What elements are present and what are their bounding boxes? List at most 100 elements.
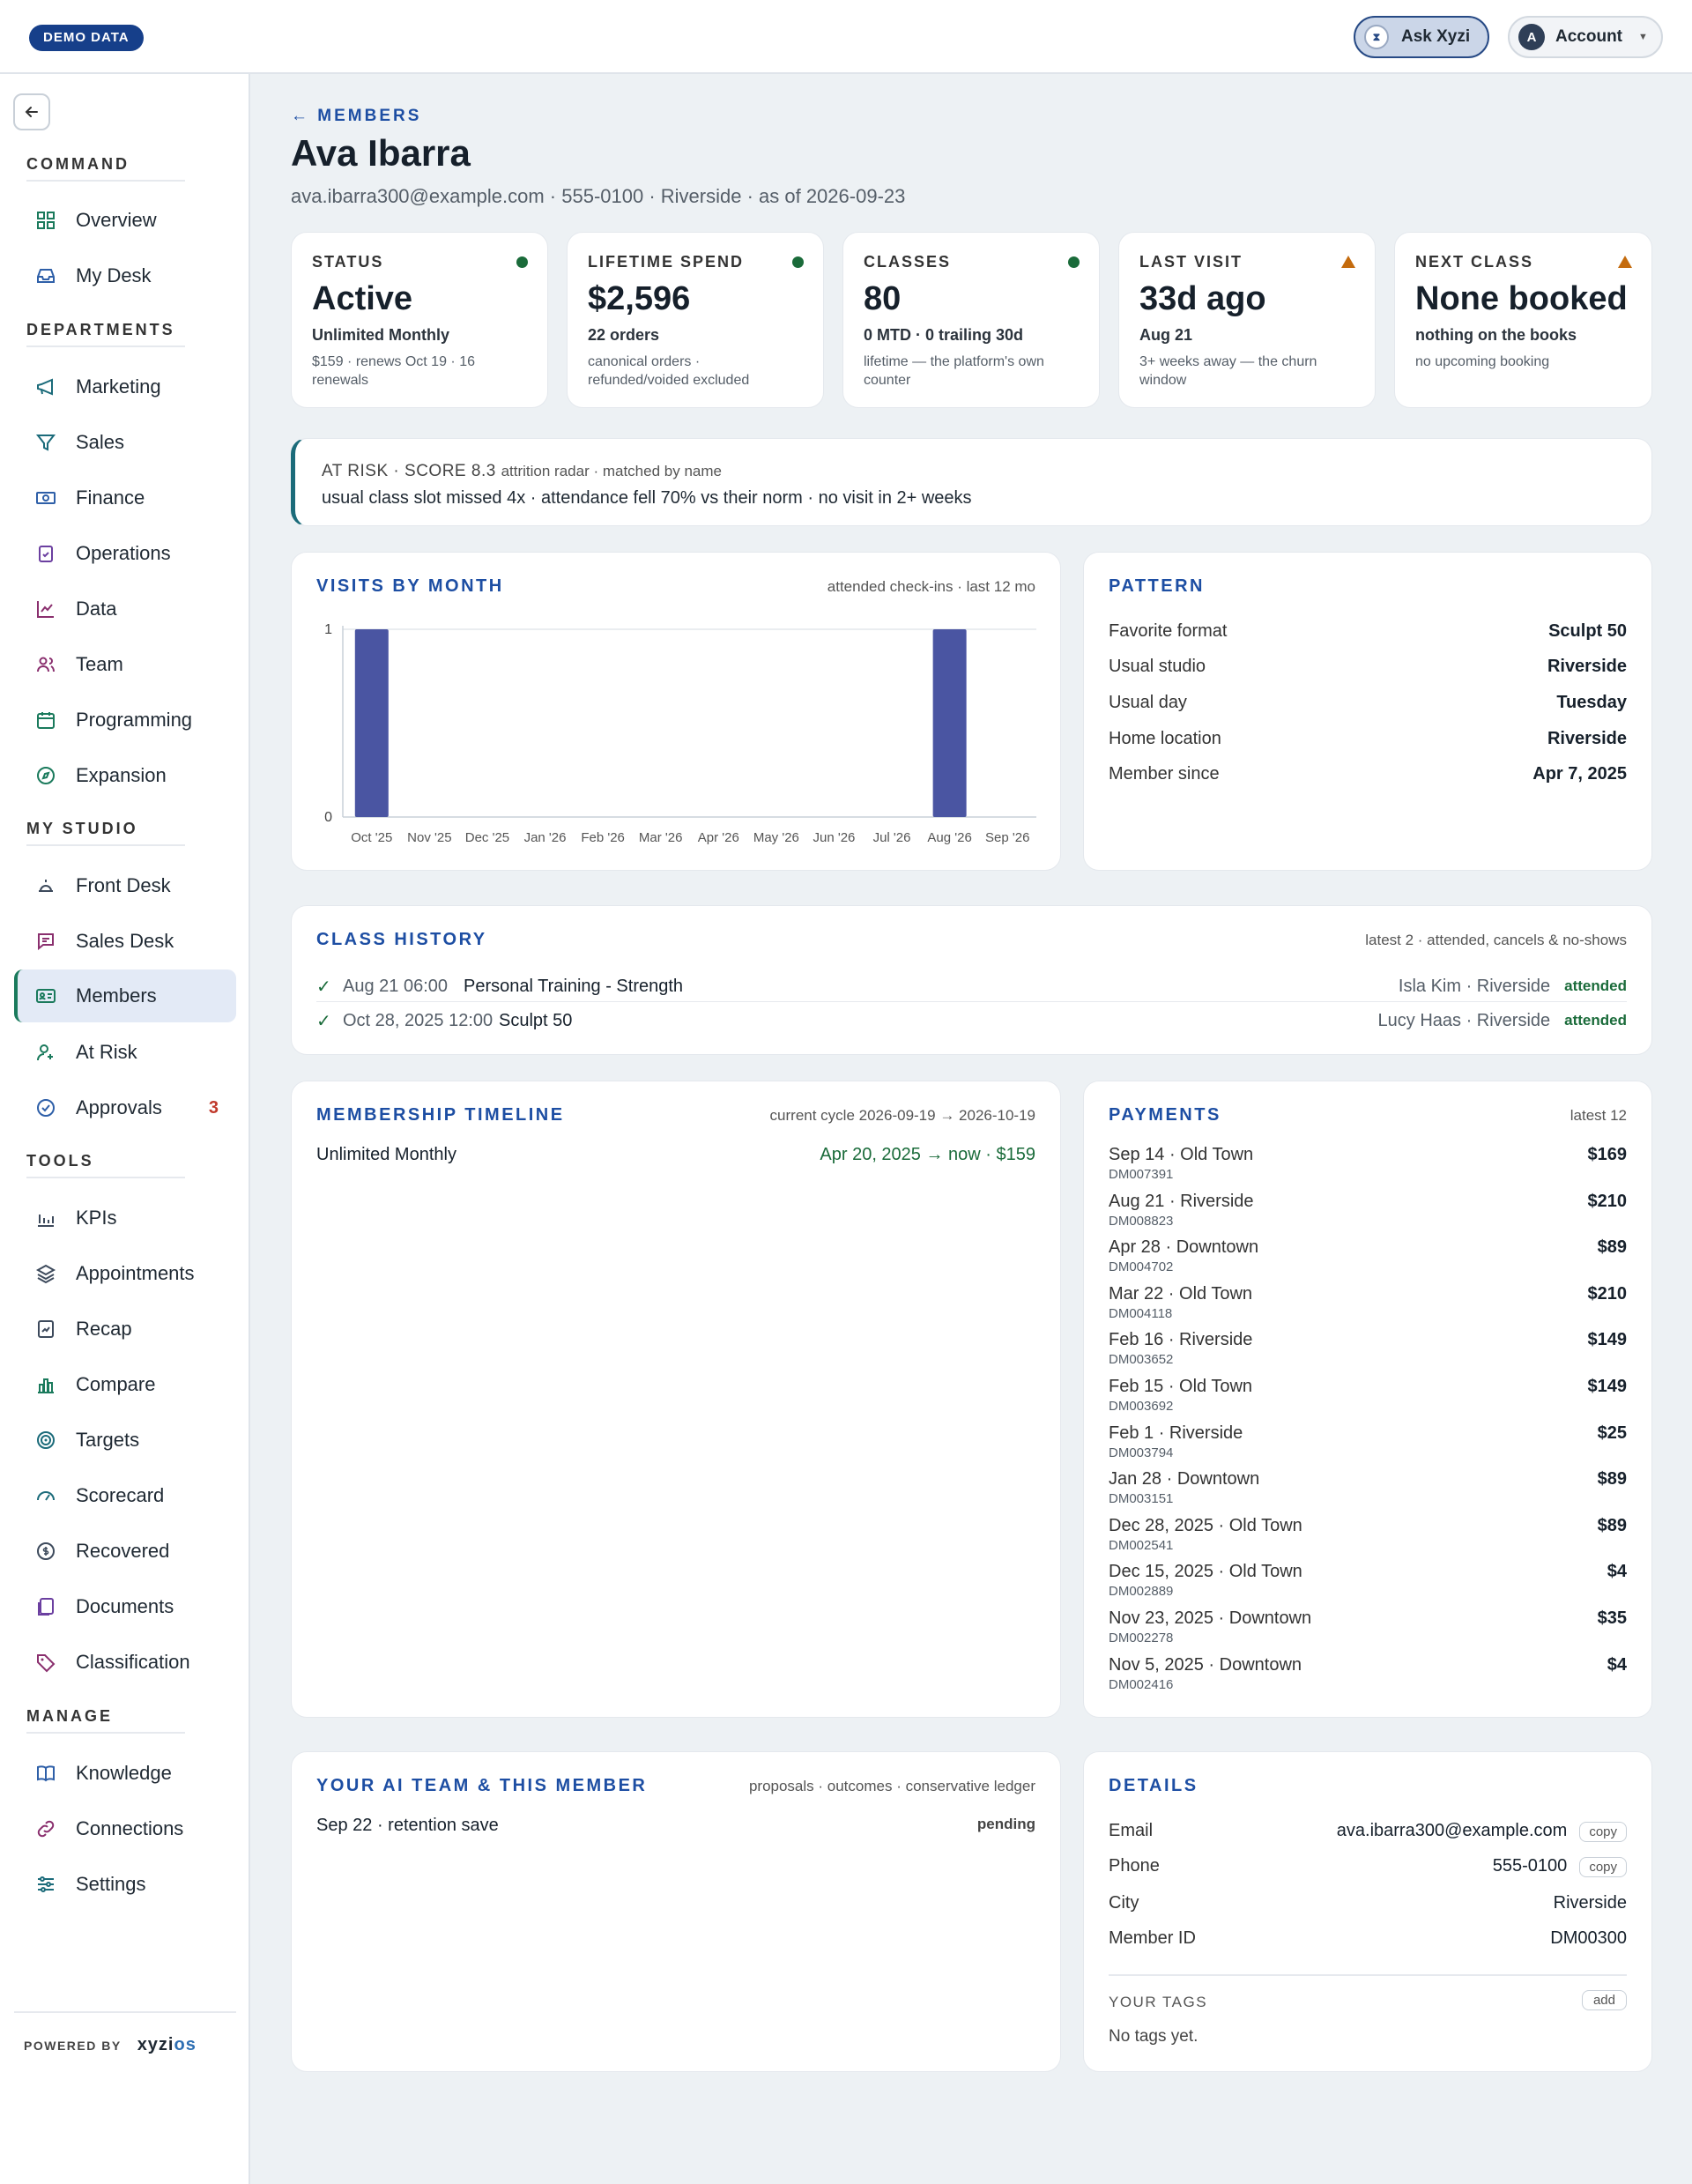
sidebar-item-expansion[interactable]: Expansion xyxy=(14,749,236,802)
visits-by-month-card: VISITS BY MONTH attended check-ins · las… xyxy=(291,552,1061,871)
sidebar-item-sales-desk[interactable]: Sales Desk xyxy=(14,915,236,968)
payment-row[interactable]: Feb 1 · Riverside $25 DM003794 xyxy=(1109,1423,1627,1460)
bell-desk-icon xyxy=(35,875,56,896)
top-bar: DEMO DATA ⧗ Ask Xyzi A Account ▼ xyxy=(0,0,1692,74)
sidebar-item-team[interactable]: Team xyxy=(14,638,236,691)
phone-value: 555-0100 xyxy=(1492,1856,1568,1876)
payment-line: Nov 23, 2025 · Downtown $35 xyxy=(1109,1608,1627,1629)
sidebar-item-compare[interactable]: Compare xyxy=(14,1358,236,1411)
payment-row[interactable]: Feb 16 · Riverside $149 DM003652 xyxy=(1109,1330,1627,1367)
risk-headline-line: AT RISK · SCORE 8.3 attrition radar · ma… xyxy=(322,462,722,481)
payment-amount: $89 xyxy=(1597,1515,1627,1535)
payment-row[interactable]: Nov 23, 2025 · Downtown $35 DM002278 xyxy=(1109,1608,1627,1645)
table-row[interactable]: ✓ Oct 28, 2025 12:00 Sculpt 50 Lucy Haas… xyxy=(316,1004,1627,1037)
copy-email-button[interactable]: copy xyxy=(1579,1822,1627,1842)
sidebar-item-at-risk[interactable]: At Risk xyxy=(14,1026,236,1079)
sidebar-item-data[interactable]: Data xyxy=(14,583,236,635)
account-label: Account xyxy=(1555,27,1622,46)
ask-xyzi-label: Ask Xyzi xyxy=(1401,27,1471,46)
ai-proposal-row[interactable]: Sep 22 · retention save pending xyxy=(316,1816,1035,1836)
sidebar-item-approvals[interactable]: Approvals 3 xyxy=(14,1081,236,1134)
sidebar-item-classification[interactable]: Classification xyxy=(14,1636,236,1689)
membership-timeline-card: MEMBERSHIP TIMELINE current cycle 2026-0… xyxy=(291,1081,1061,1718)
sidebar-item-kpis[interactable]: KPIs xyxy=(14,1192,236,1244)
sidebar-item-knowledge[interactable]: Knowledge xyxy=(14,1747,236,1800)
grid-icon xyxy=(35,210,56,231)
payment-row[interactable]: Nov 5, 2025 · Downtown $4 DM002416 xyxy=(1109,1655,1627,1692)
sidebar-item-label: Members xyxy=(76,984,157,1007)
check-icon: ✓ xyxy=(316,1011,331,1031)
sidebar-item-label: Marketing xyxy=(76,375,161,397)
account-menu-button[interactable]: A Account ▼ xyxy=(1508,16,1663,58)
section-meta: attended check-ins · last 12 mo xyxy=(827,578,1035,595)
pattern-card: PATTERN Favorite format Sculpt 50 Usual s… xyxy=(1083,552,1652,871)
nav-group-tools: TOOLS xyxy=(26,1152,94,1170)
payment-row[interactable]: Mar 22 · Old Town $210 DM004118 xyxy=(1109,1284,1627,1321)
section-meta: latest 2 · attended, cancels & no-shows xyxy=(1365,932,1627,948)
sidebar-item-overview[interactable]: Overview xyxy=(14,194,236,247)
sidebar-item-front-desk[interactable]: Front Desk xyxy=(14,859,236,912)
sidebar-item-programming[interactable]: Programming xyxy=(14,694,236,747)
payment-row[interactable]: Dec 15, 2025 · Old Town $4 DM002889 xyxy=(1109,1562,1627,1599)
pattern-row: Usual studio Riverside xyxy=(1109,657,1627,677)
sidebar-item-scorecard[interactable]: Scorecard xyxy=(14,1469,236,1522)
add-tag-button[interactable]: add xyxy=(1581,1990,1627,2010)
payment-desc: Mar 22 · Old Town xyxy=(1109,1283,1253,1304)
gauge-icon xyxy=(35,1485,56,1506)
divider xyxy=(26,844,185,846)
sidebar-item-recovered[interactable]: Recovered xyxy=(14,1525,236,1578)
sidebar-item-label: Targets xyxy=(76,1429,140,1451)
sidebar-item-recap[interactable]: Recap xyxy=(14,1303,236,1356)
check-circle-icon xyxy=(35,1097,56,1118)
sidebar-item-members[interactable]: Members xyxy=(14,969,236,1022)
payment-line: Dec 28, 2025 · Old Town $89 xyxy=(1109,1516,1627,1536)
payment-row[interactable]: Aug 21 · Riverside $210 DM008823 xyxy=(1109,1192,1627,1229)
pattern-value: Apr 7, 2025 xyxy=(1532,764,1627,784)
powered-by-label: POWERED BY xyxy=(24,2038,122,2053)
kpi-card-lifetime-spend: LIFETIME SPEND $2,596 22 orders canonica… xyxy=(567,232,824,408)
sidebar-item-finance[interactable]: Finance xyxy=(14,472,236,524)
sidebar-item-documents[interactable]: Documents xyxy=(14,1580,236,1633)
class-name: Personal Training - Strength xyxy=(464,976,684,996)
kpi-card-status: STATUS Active Unlimited Monthly $159 · r… xyxy=(291,232,548,408)
timeline-range: Apr 20, 2025 → now · $159 xyxy=(820,1145,1035,1164)
bar-chart-icon xyxy=(35,1207,56,1229)
payment-row[interactable]: Dec 28, 2025 · Old Town $89 DM002541 xyxy=(1109,1516,1627,1553)
kpi-value: 80 xyxy=(864,280,902,317)
class-time: Oct 28, 2025 12:00 xyxy=(343,1010,494,1030)
sidebar-item-operations[interactable]: Operations xyxy=(14,527,236,580)
detail-value-phone: 555-0100 copy xyxy=(1493,1856,1627,1877)
copy-phone-button[interactable]: copy xyxy=(1579,1857,1627,1877)
sidebar-item-marketing[interactable]: Marketing xyxy=(14,360,236,413)
sidebar-item-my-desk[interactable]: My Desk xyxy=(14,249,236,302)
payment-line: Aug 21 · Riverside $210 xyxy=(1109,1192,1627,1212)
dollar-refresh-icon xyxy=(35,1541,56,1562)
kpi-value: 33d ago xyxy=(1139,280,1266,317)
payment-desc: Dec 28, 2025 · Old Town xyxy=(1109,1515,1302,1535)
section-meta: latest 12 xyxy=(1570,1107,1627,1124)
status-ok-indicator xyxy=(516,256,528,268)
nav-group-manage: MANAGE xyxy=(26,1707,113,1725)
sidebar-item-settings[interactable]: Settings xyxy=(14,1858,236,1911)
payment-row[interactable]: Sep 14 · Old Town $169 DM007391 xyxy=(1109,1145,1627,1182)
table-row[interactable]: ✓ Aug 21 06:00 Personal Training - Stren… xyxy=(316,969,1627,1003)
payment-row[interactable]: Apr 28 · Downtown $89 DM004702 xyxy=(1109,1237,1627,1274)
payment-amount: $89 xyxy=(1597,1237,1627,1258)
ask-xyzi-button[interactable]: ⧗ Ask Xyzi xyxy=(1354,16,1489,58)
arrow-left-icon xyxy=(25,107,38,117)
payment-line: Sep 14 · Old Town $169 xyxy=(1109,1145,1627,1165)
chart-bar xyxy=(932,629,967,817)
collapse-sidebar-button[interactable] xyxy=(13,93,50,130)
payment-row[interactable]: Jan 28 · Downtown $89 DM003151 xyxy=(1109,1469,1627,1506)
sidebar-item-connections[interactable]: Connections xyxy=(14,1802,236,1855)
layers-icon xyxy=(35,1263,56,1284)
sidebar-item-appointments[interactable]: Appointments xyxy=(14,1247,236,1300)
sidebar-item-sales[interactable]: Sales xyxy=(14,416,236,469)
payment-row[interactable]: Feb 15 · Old Town $149 DM003692 xyxy=(1109,1377,1627,1414)
back-to-members-link[interactable]: ← MEMBERS xyxy=(291,107,422,125)
check-icon: ✓ xyxy=(316,977,331,997)
detail-key: Email xyxy=(1109,1821,1154,1840)
sidebar-item-targets[interactable]: Targets xyxy=(14,1414,236,1467)
pattern-row: Member since Apr 7, 2025 xyxy=(1109,764,1627,784)
payment-id: DM002278 xyxy=(1109,1631,1174,1645)
